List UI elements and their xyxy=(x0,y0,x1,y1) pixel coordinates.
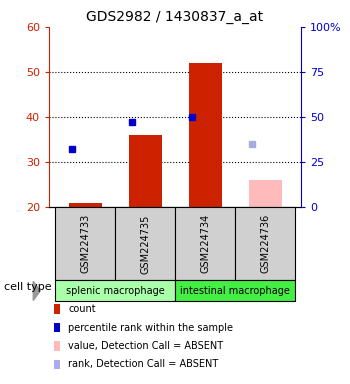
Text: splenic macrophage: splenic macrophage xyxy=(66,286,164,296)
Text: cell type: cell type xyxy=(4,282,51,292)
Text: GSM224735: GSM224735 xyxy=(140,214,150,273)
Text: GSM224736: GSM224736 xyxy=(260,214,270,273)
Text: value, Detection Call = ABSENT: value, Detection Call = ABSENT xyxy=(68,341,223,351)
Text: GSM224734: GSM224734 xyxy=(200,214,210,273)
Text: GSM224733: GSM224733 xyxy=(80,214,90,273)
Polygon shape xyxy=(33,281,40,300)
Bar xyxy=(69,203,102,207)
Bar xyxy=(189,63,222,207)
Text: intestinal macrophage: intestinal macrophage xyxy=(180,286,290,296)
Text: rank, Detection Call = ABSENT: rank, Detection Call = ABSENT xyxy=(68,359,218,369)
Text: count: count xyxy=(68,304,96,314)
Text: percentile rank within the sample: percentile rank within the sample xyxy=(68,323,233,333)
Title: GDS2982 / 1430837_a_at: GDS2982 / 1430837_a_at xyxy=(86,10,264,25)
Bar xyxy=(128,135,161,207)
Bar xyxy=(248,180,281,207)
